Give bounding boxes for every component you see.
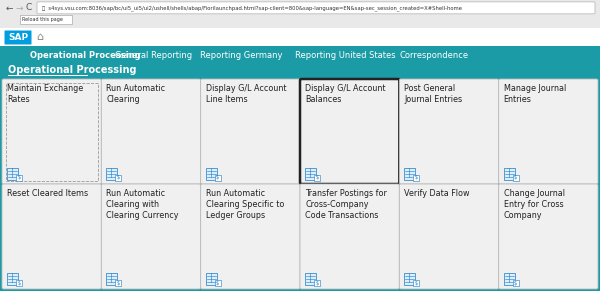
Text: $: $ (514, 281, 517, 285)
Bar (0, 77, 600, 291)
Bar (413, 280, 419, 286)
Bar (0, 46, 600, 64)
Text: Correspondence: Correspondence (400, 51, 469, 59)
Text: Reset Cleared Items: Reset Cleared Items (7, 189, 88, 198)
FancyBboxPatch shape (400, 79, 499, 184)
Text: $: $ (216, 175, 219, 180)
Bar (115, 280, 121, 286)
FancyBboxPatch shape (300, 184, 400, 289)
Text: $: $ (514, 175, 517, 180)
Bar (0, 0, 600, 28)
Text: Maintain Exchange
Rates: Maintain Exchange Rates (7, 84, 83, 104)
FancyBboxPatch shape (101, 184, 200, 289)
Bar (16, 175, 22, 181)
Bar (0, 64, 600, 77)
Bar (314, 280, 320, 286)
FancyBboxPatch shape (200, 184, 300, 289)
Text: Verify Data Flow: Verify Data Flow (404, 189, 470, 198)
FancyBboxPatch shape (499, 184, 598, 289)
Text: $: $ (415, 281, 418, 285)
Bar (512, 280, 518, 286)
Text: ⓘ  s4sys.vsu.com:8036/sap/bc/ui5_ui5/ui2/ushell/shells/abap/Fiorilaunchpad.html?: ⓘ s4sys.vsu.com:8036/sap/bc/ui5_ui5/ui2/… (42, 5, 462, 11)
Text: Run Automatic
Clearing with
Clearing Currency: Run Automatic Clearing with Clearing Cur… (106, 189, 179, 220)
Bar (404, 168, 415, 180)
FancyBboxPatch shape (499, 79, 598, 184)
Text: Change Journal
Entry for Cross
Company: Change Journal Entry for Cross Company (503, 189, 565, 220)
Text: Post General
Journal Entries: Post General Journal Entries (404, 84, 463, 104)
Text: $: $ (316, 281, 319, 285)
Bar (305, 168, 316, 180)
FancyBboxPatch shape (200, 79, 300, 184)
Bar (106, 168, 118, 180)
Text: ←: ← (6, 3, 14, 12)
Text: General Reporting: General Reporting (115, 51, 192, 59)
Bar (512, 175, 518, 181)
Bar (503, 168, 515, 180)
Bar (0, 28, 600, 29)
Text: Reporting Germany: Reporting Germany (200, 51, 283, 59)
Text: Display G/L Account
Line Items: Display G/L Account Line Items (206, 84, 286, 104)
Text: Operational Processing: Operational Processing (30, 51, 140, 59)
Text: Reload this page: Reload this page (22, 17, 63, 22)
Text: Run Automatic
Clearing: Run Automatic Clearing (106, 84, 166, 104)
Bar (413, 175, 419, 181)
Text: $: $ (316, 175, 319, 180)
Bar (305, 273, 316, 285)
Bar (16, 280, 22, 286)
FancyBboxPatch shape (37, 2, 595, 14)
Bar (314, 175, 320, 181)
Text: $: $ (17, 175, 20, 180)
Text: Transfer Postings for
Cross-Company
Code Transactions: Transfer Postings for Cross-Company Code… (305, 189, 387, 220)
Bar (206, 273, 217, 285)
Text: $: $ (117, 281, 120, 285)
Bar (115, 175, 121, 181)
Bar (404, 273, 415, 285)
Text: $: $ (17, 281, 20, 285)
Text: Reporting United States: Reporting United States (295, 51, 395, 59)
Text: Run Automatic
Clearing Specific to
Ledger Groups: Run Automatic Clearing Specific to Ledge… (206, 189, 284, 220)
Text: Manage Journal
Entries: Manage Journal Entries (503, 84, 566, 104)
FancyBboxPatch shape (400, 184, 499, 289)
Bar (106, 273, 118, 285)
Bar (503, 273, 515, 285)
Text: ⌂: ⌂ (36, 32, 43, 42)
FancyBboxPatch shape (101, 79, 200, 184)
Bar (20, 15, 72, 24)
FancyBboxPatch shape (2, 184, 101, 289)
Text: Display G/L Account
Balances: Display G/L Account Balances (305, 84, 386, 104)
Text: Operational Processing: Operational Processing (8, 65, 137, 75)
Text: $: $ (216, 281, 219, 285)
Text: →: → (16, 3, 23, 12)
Bar (206, 168, 217, 180)
FancyBboxPatch shape (5, 31, 32, 45)
Bar (8, 75, 88, 76)
Bar (7, 273, 18, 285)
Text: SAP: SAP (8, 33, 28, 42)
Text: $: $ (117, 175, 120, 180)
FancyBboxPatch shape (2, 79, 101, 184)
Text: C: C (26, 3, 32, 12)
Bar (0, 28, 600, 46)
Text: $: $ (415, 175, 418, 180)
FancyBboxPatch shape (300, 79, 400, 184)
Bar (7, 168, 18, 180)
Bar (215, 175, 221, 181)
Bar (215, 280, 221, 286)
Bar (0, 45, 600, 47)
